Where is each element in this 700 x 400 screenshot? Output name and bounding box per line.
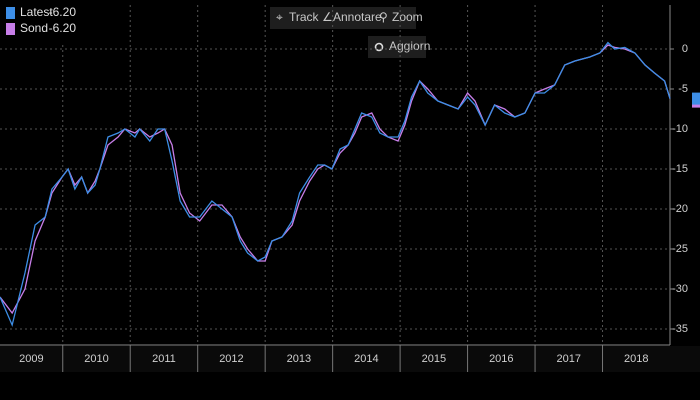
x-tick-label: 2016 xyxy=(489,353,513,365)
refresh-button[interactable]: Aggiorn xyxy=(389,39,430,53)
track-icon: ⌖ xyxy=(276,10,283,24)
x-tick-label: 2014 xyxy=(354,353,378,365)
x-tick-label: 2012 xyxy=(219,353,243,365)
last-value-marker xyxy=(692,92,700,105)
refresh-icon xyxy=(374,42,384,52)
annotate-button[interactable]: Annotare xyxy=(333,10,382,24)
y-tick-label: 0 xyxy=(682,43,688,55)
x-tick-label: 2011 xyxy=(152,353,176,365)
y-tick-label: -10 xyxy=(672,123,688,135)
track-button[interactable]: Track xyxy=(289,10,320,24)
legend-value: -6.20 xyxy=(49,21,77,35)
x-tick-label: 2009 xyxy=(19,353,43,365)
refresh-bg[interactable] xyxy=(368,36,426,58)
y-tick-label: -20 xyxy=(672,203,688,215)
legend-label: Latest xyxy=(20,5,53,19)
y-tick-label: -35 xyxy=(672,323,688,335)
y-tick-label: -15 xyxy=(672,163,688,175)
x-tick-label: 2017 xyxy=(557,353,581,365)
toolbar-bg xyxy=(270,7,416,29)
y-tick-label: -5 xyxy=(678,83,688,95)
y-tick-label: -30 xyxy=(672,283,688,295)
annotate-icon: ∠ xyxy=(322,10,333,24)
zoom-icon: ⚲ xyxy=(379,10,388,24)
x-tick-label: 2015 xyxy=(422,353,446,365)
legend-swatch xyxy=(6,23,15,35)
x-tick-label: 2018 xyxy=(624,353,648,365)
series-line xyxy=(0,41,671,328)
x-tick-label: 2013 xyxy=(287,353,311,365)
x-axis-band xyxy=(0,346,700,372)
toolbar: ⌖ Track ∠ Annotare ⚲ Zoom Aggiorn xyxy=(270,7,430,58)
legend-label: Sond xyxy=(20,21,48,35)
legend-value: -6.20 xyxy=(49,5,77,19)
zoom-button[interactable]: Zoom xyxy=(392,10,423,24)
y-tick-label: -25 xyxy=(672,243,688,255)
legend-swatch xyxy=(6,7,15,19)
x-tick-label: 2010 xyxy=(84,353,108,365)
